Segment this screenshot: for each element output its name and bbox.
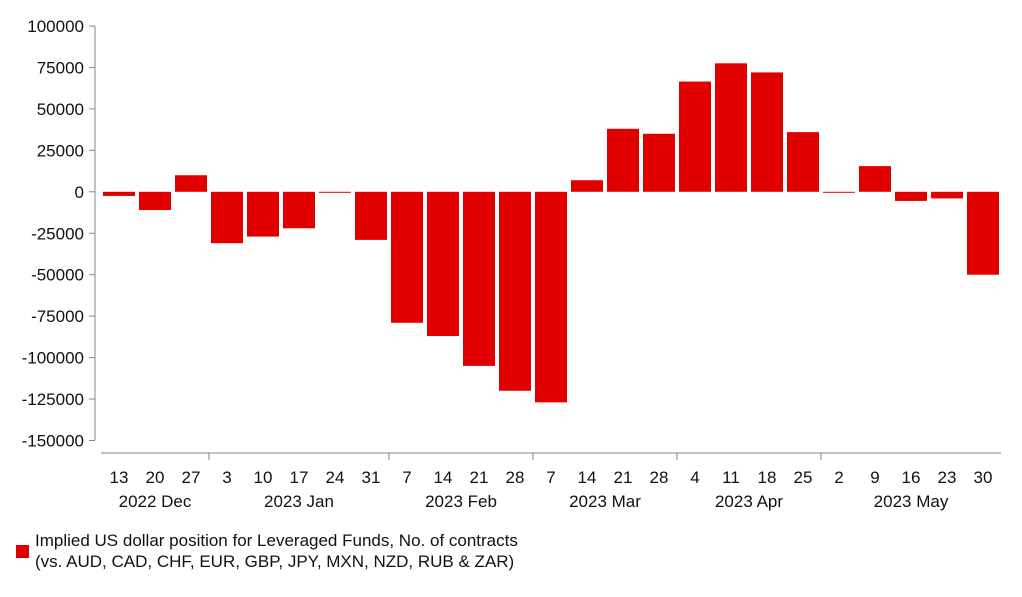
bar <box>535 191 567 403</box>
y-tick-label: -50000 <box>31 266 84 285</box>
x-tick-label: 9 <box>870 468 879 487</box>
x-tick-label: 11 <box>722 468 740 487</box>
bar <box>103 191 135 196</box>
month-label: 2023 Apr <box>715 492 783 511</box>
bar <box>463 191 495 366</box>
x-tick-label: 31 <box>362 468 381 487</box>
bar <box>247 191 279 237</box>
y-tick-label: 75000 <box>37 58 84 77</box>
month-label: 2023 May <box>874 492 949 511</box>
x-tick-label: 18 <box>758 468 777 487</box>
bar <box>319 191 351 193</box>
bar <box>715 63 747 192</box>
bar <box>571 180 603 192</box>
legend: Implied US dollar position for Leveraged… <box>16 530 518 572</box>
legend-line-2: (vs. AUD, CAD, CHF, EUR, GBP, JPY, MXN, … <box>35 552 515 571</box>
x-tick-label: 16 <box>902 468 921 487</box>
x-tick-label: 7 <box>546 468 555 487</box>
x-tick-label: 28 <box>506 468 525 487</box>
month-label: 2023 Jan <box>264 492 334 511</box>
x-tick-label: 14 <box>578 468 597 487</box>
x-tick-label: 27 <box>182 468 201 487</box>
bar <box>499 191 531 391</box>
bar <box>175 175 207 192</box>
bar <box>427 191 459 337</box>
bar <box>283 191 315 229</box>
bar <box>679 81 711 192</box>
y-tick-label: -25000 <box>31 224 84 243</box>
month-label: 2023 Feb <box>425 492 497 511</box>
bar <box>391 191 423 323</box>
bar <box>931 191 963 199</box>
bar <box>967 191 999 275</box>
x-tick-label: 21 <box>470 468 489 487</box>
x-tick-label: 24 <box>326 468 345 487</box>
x-tick-label: 30 <box>974 468 993 487</box>
x-tick-label: 21 <box>614 468 633 487</box>
x-tick-label: 3 <box>222 468 231 487</box>
y-tick-label: 50000 <box>37 100 84 119</box>
bar <box>859 166 891 192</box>
x-tick-label: 10 <box>254 468 273 487</box>
bar <box>139 191 171 211</box>
month-label: 2022 Dec <box>119 492 192 511</box>
y-tick-label: -125000 <box>22 390 84 409</box>
bar <box>751 72 783 192</box>
x-tick-label: 7 <box>402 468 411 487</box>
legend-swatch <box>16 545 29 558</box>
bar <box>895 191 927 201</box>
bar <box>787 132 819 192</box>
x-tick-label: 14 <box>434 468 453 487</box>
x-tick-label: 17 <box>290 468 309 487</box>
x-tick-label: 13 <box>110 468 129 487</box>
legend-line-1: Implied US dollar position for Leveraged… <box>35 531 518 550</box>
y-tick-label: -75000 <box>31 307 84 326</box>
y-tick-label: 100000 <box>27 17 84 36</box>
x-tick-label: 28 <box>650 468 669 487</box>
month-label: 2023 Mar <box>569 492 641 511</box>
legend-text: Implied US dollar position for Leveraged… <box>35 530 518 572</box>
x-tick-label: 25 <box>794 468 813 487</box>
bar <box>211 191 243 244</box>
x-tick-label: 23 <box>938 468 957 487</box>
bar <box>355 191 387 240</box>
bar-chart: 100000 75000 50000 25000 0 -25000 -50000 -75000… <box>22 17 1001 511</box>
bar <box>643 133 675 192</box>
y-tick-label: 25000 <box>37 141 84 160</box>
y-tick-label: -100000 <box>22 349 84 368</box>
x-tick-label: 4 <box>690 468 699 487</box>
bar <box>823 191 855 193</box>
x-tick-label: 2 <box>834 468 843 487</box>
x-tick-label: 20 <box>146 468 165 487</box>
y-tick-label: -150000 <box>22 432 84 451</box>
y-tick-label: 0 <box>75 183 84 202</box>
bar <box>607 128 639 192</box>
